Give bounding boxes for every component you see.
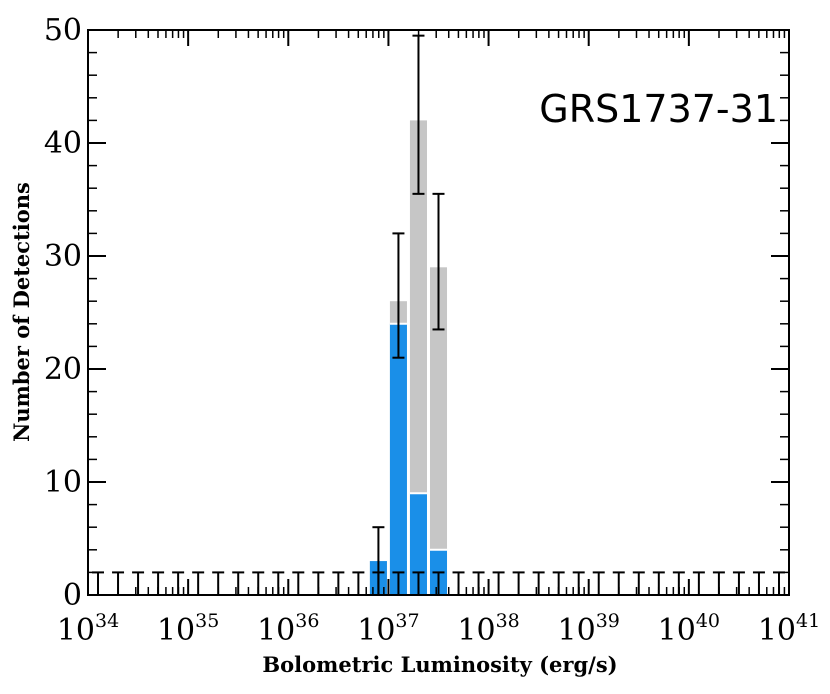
x-tick-labels: 1034 1035 1036 1037 1038 1039 1040 1041 [57,610,820,648]
bar-subset [389,323,407,595]
y-tick-label: 10 [44,465,82,500]
y-tick-labels: 0 10 20 30 40 50 [44,13,82,613]
x-tick-label: 1039 [558,610,620,648]
y-tick-label: 50 [44,13,82,48]
x-tick-label: 1035 [157,610,219,648]
x-tick-exponent: 41 [796,610,820,632]
x-tick-base: 10 [658,613,696,648]
x-tick-exponent: 39 [596,610,620,632]
x-tick-exponent: 34 [95,610,119,632]
x-tick-label: 1036 [257,610,319,648]
x-tick-base: 10 [257,613,295,648]
bar-total [429,267,448,595]
x-tick-exponent: 37 [395,610,419,632]
y-tick-label: 20 [44,352,82,387]
x-tick-base: 10 [758,613,796,648]
x-tick-base: 10 [457,613,495,648]
y-axis-title: Number of Detections [9,182,34,442]
y-tick-label: 30 [44,239,82,274]
bar-subset [409,493,427,595]
y-tick-label: 0 [63,578,82,613]
source-label: GRS1737-31 [539,87,778,131]
x-tick-label: 1034 [57,610,119,648]
x-tick-label: 1037 [357,610,419,648]
x-tick-label: 1041 [758,610,820,648]
x-tick-base: 10 [157,613,195,648]
x-tick-exponent: 36 [295,610,319,632]
x-tick-base: 10 [357,613,395,648]
y-tick-label: 40 [44,126,82,161]
x-tick-exponent: 40 [696,610,720,632]
bars-layer [369,120,448,596]
x-tick-base: 10 [558,613,596,648]
x-tick-exponent: 38 [496,610,520,632]
bar-total [409,120,427,596]
x-axis-title: Bolometric Luminosity (erg/s) [262,652,617,677]
x-tick-base: 10 [57,613,95,648]
x-tick-label: 1040 [658,610,720,648]
x-tick-exponent: 35 [195,610,219,632]
upper-limits-layer [92,571,785,595]
x-tick-label: 1038 [457,610,519,648]
plot-frame [87,29,790,596]
